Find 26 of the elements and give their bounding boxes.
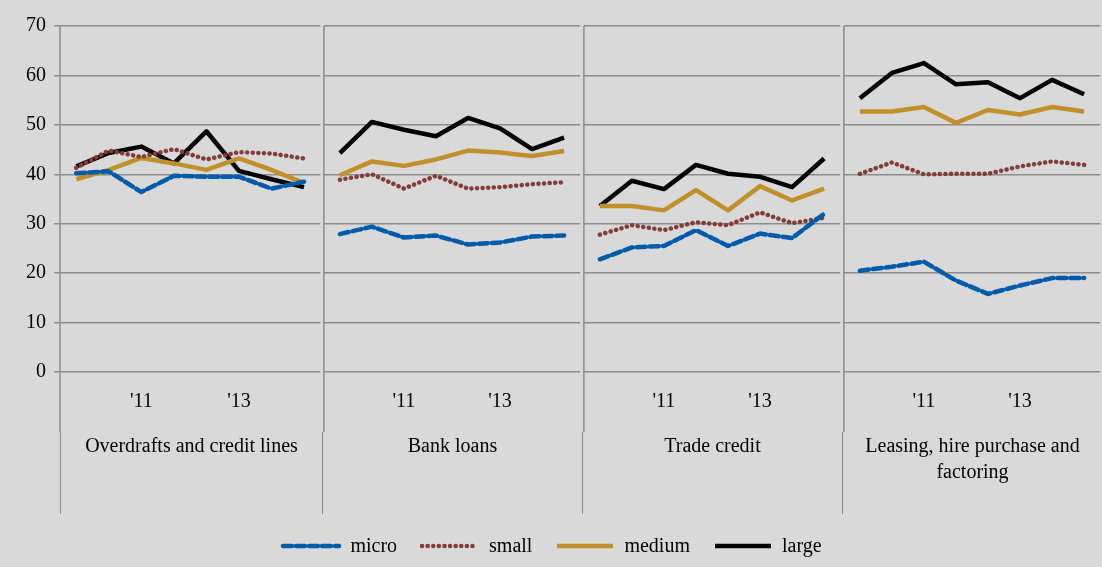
legend-label: large [781,534,822,557]
x-axis-title: Trade credit [582,432,842,514]
x-axis-title: Bank loans [322,432,582,514]
y-tick-label: 20 [26,260,46,283]
x-tick-label: '13 [1008,389,1032,412]
y-tick-label: 30 [26,210,46,233]
y-tick-label: 0 [36,359,46,382]
line-series [74,169,307,195]
x-axis-title: Leasing, hire purchase and factoring [842,432,1102,514]
x-tick-label: '11 [652,389,676,412]
x-tick-label: '11 [129,389,153,412]
legend-label: micro [350,534,398,557]
x-tick-label: '13 [488,389,512,412]
x-tick-label: '13 [227,389,251,412]
x-tick-label: '13 [748,389,772,412]
y-tick-label: 60 [26,62,46,85]
x-tick-label: '11 [392,389,416,412]
legend-label: medium [624,534,690,557]
y-tick-label: 50 [26,112,46,135]
x-tick-label: '11 [912,389,936,412]
y-tick-label: 40 [26,161,46,184]
line-series [74,146,307,171]
y-tick-label: 10 [26,309,46,332]
y-tick-label: 70 [26,13,46,36]
x-axis-title: Overdrafts and credit lines [60,432,322,514]
legend-label: small [489,534,533,557]
